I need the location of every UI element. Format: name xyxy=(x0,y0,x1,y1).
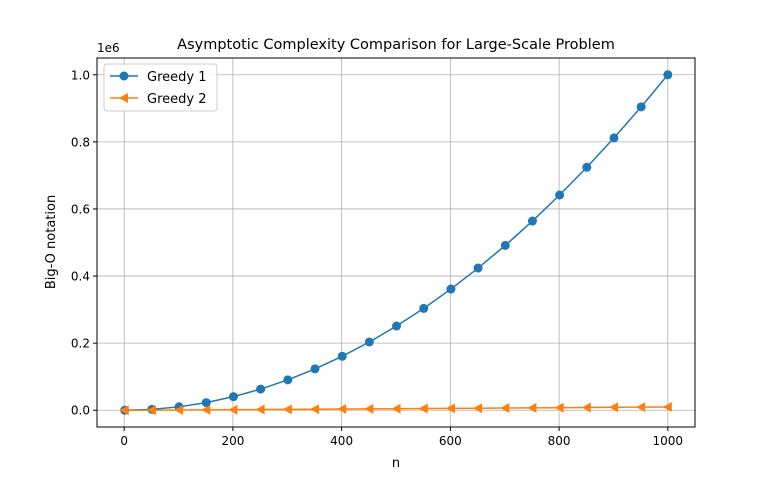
data-point-greedy-1 xyxy=(283,375,292,384)
y-tick-label: 0.0 xyxy=(71,404,90,418)
data-point-greedy-1 xyxy=(637,102,646,111)
legend-label-greedy-1: Greedy 1 xyxy=(147,70,206,85)
data-point-greedy-1 xyxy=(392,322,401,331)
data-point-greedy-1 xyxy=(555,190,564,199)
data-point-greedy-1 xyxy=(663,70,672,79)
x-tick-label: 200 xyxy=(221,434,244,448)
data-point-greedy-1 xyxy=(446,285,455,294)
data-point-greedy-1 xyxy=(419,304,428,313)
x-tick-label: 0 xyxy=(120,434,128,448)
y-tick-label: 0.8 xyxy=(71,135,90,149)
data-point-greedy-1 xyxy=(365,337,374,346)
data-point-greedy-1 xyxy=(338,352,347,361)
data-point-greedy-1 xyxy=(582,163,591,172)
x-tick-label: 1000 xyxy=(653,434,684,448)
y-tick-label: 0.2 xyxy=(71,337,90,351)
y-tick-label: 0.6 xyxy=(71,202,90,216)
data-point-greedy-1 xyxy=(256,385,265,394)
x-tick-label: 600 xyxy=(439,434,462,448)
x-tick-label: 800 xyxy=(548,434,571,448)
data-point-greedy-1 xyxy=(609,133,618,142)
y-axis-offset-label: 1e6 xyxy=(97,41,120,55)
data-point-greedy-1 xyxy=(310,364,319,373)
chart-title: Asymptotic Complexity Comparison for Lar… xyxy=(177,37,615,53)
data-point-greedy-1 xyxy=(528,217,537,226)
legend-marker-greedy-1 xyxy=(120,72,129,81)
legend: Greedy 1 Greedy 2 xyxy=(104,64,217,111)
x-tick-label: 400 xyxy=(330,434,353,448)
legend-label-greedy-2: Greedy 2 xyxy=(147,92,206,107)
x-axis-label: n xyxy=(392,456,400,471)
data-point-greedy-1 xyxy=(501,241,510,250)
data-point-greedy-1 xyxy=(229,392,238,401)
y-tick-label: 0.4 xyxy=(71,270,90,284)
y-axis-label: Big-O notation xyxy=(44,195,59,289)
data-point-greedy-1 xyxy=(474,264,483,273)
y-tick-label: 1.0 xyxy=(71,68,90,82)
